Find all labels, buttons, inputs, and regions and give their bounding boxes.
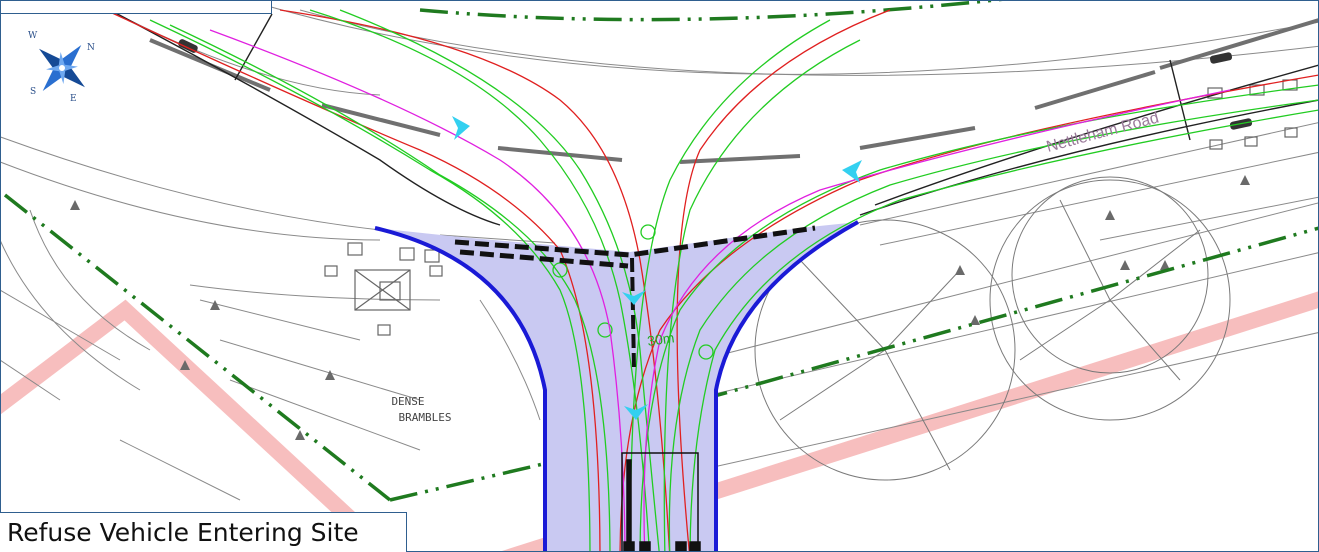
- arrow-eastbound: [452, 116, 470, 140]
- slope-markers: [70, 175, 1250, 440]
- give-way-line: [454, 225, 816, 269]
- direction-arrows: [452, 116, 862, 420]
- vegetation-label-line2: BRAMBLES: [399, 411, 452, 424]
- compass-west: W: [28, 31, 38, 41]
- title-tab-remnant: [0, 0, 272, 14]
- refuse-vehicle: [621, 452, 701, 552]
- boundary-dashdot: [3, 0, 1319, 502]
- compass-south: S: [30, 87, 36, 97]
- arrow-into-site-lower: [624, 404, 648, 420]
- caption-box: Refuse Vehicle Entering Site: [0, 512, 407, 552]
- swept-path-magenta: [209, 29, 1231, 552]
- arrow-into-site: [622, 290, 646, 305]
- vegetation-label-line1: DENSE: [391, 395, 424, 408]
- kerb-lines: [374, 220, 859, 552]
- arrow-westbound: [842, 160, 862, 183]
- caption-text: Refuse Vehicle Entering Site: [7, 518, 359, 547]
- road-markings: [149, 18, 1319, 164]
- dimension-label: 30m: [646, 329, 675, 349]
- tree-canopies: [754, 176, 1231, 481]
- compass-east: E: [70, 94, 77, 104]
- existing-road-linework: [0, 0, 1319, 501]
- compass-rose: N E S W: [28, 31, 95, 104]
- compass-north: N: [87, 43, 95, 53]
